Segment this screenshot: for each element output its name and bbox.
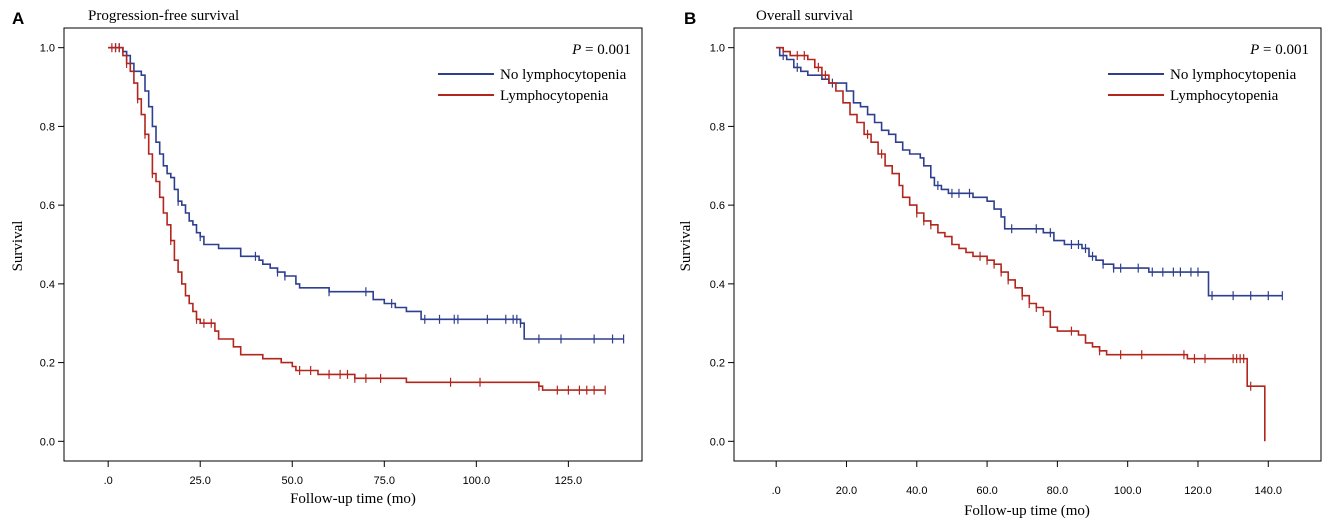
- panel-a-x-axis-label: Follow-up time (mo): [290, 491, 416, 507]
- panel-b-y-tick-label: 1.0: [710, 43, 725, 55]
- panel-a-x-tick-label: 100.0: [463, 475, 491, 487]
- panel-a-y-tick-label: 0.6: [40, 200, 55, 212]
- panel-a-y-tick-label: 0.8: [40, 121, 55, 133]
- panel-b-legend-label-no-lymphocytopenia: No lymphocytopenia: [1170, 67, 1297, 83]
- panel-b-overall-survival: B Overall survival 0.0 0.2 0.4 0.6 0.8 1.0 .0…: [678, 8, 1322, 519]
- panel-b-x-tick-label: 80.0: [1047, 485, 1068, 497]
- panel-b-p-value-symbol: P: [1249, 42, 1259, 58]
- panel-b-y-tick-label: 0.2: [710, 358, 725, 370]
- panel-a-p-value-text: = 0.001: [581, 42, 631, 58]
- panel-a-letter: A: [12, 9, 24, 28]
- panel-b-y-tick-label: 0.8: [710, 121, 725, 133]
- panel-b-p-value: P = 0.001: [1249, 42, 1309, 58]
- panel-a-y-tick-label: 0.0: [40, 436, 55, 448]
- panel-a-x-tick-label: 125.0: [555, 475, 583, 487]
- panel-a-x-tick-label: .0: [104, 475, 113, 487]
- panel-a-p-value: P = 0.001: [571, 42, 631, 58]
- panel-a-x-tick-label: 25.0: [190, 475, 211, 487]
- panel-a-p-value-symbol: P: [571, 42, 581, 58]
- panel-b-x-axis: .0 20.0 40.0 60.0 80.0 100.0 120.0 140.0: [772, 461, 1282, 497]
- panel-a-title: Progression-free survival: [88, 8, 239, 24]
- panel-a-plot-frame: [63, 27, 643, 462]
- panel-a-y-tick-label: 0.4: [40, 279, 55, 291]
- panel-b-y-tick-label: 0.6: [710, 200, 725, 212]
- panel-b-x-tick-label: 20.0: [836, 485, 857, 497]
- panel-b-x-tick-label: 60.0: [976, 485, 997, 497]
- panel-a-legend: No lymphocytopenia Lymphocytopenia: [438, 67, 627, 104]
- panel-a-curve-lymphocytopenia: [108, 46, 606, 391]
- panel-a-x-tick-label: 75.0: [374, 475, 395, 487]
- panel-a-x-axis: .0 25.0 50.0 75.0 100.0 125.0: [104, 461, 583, 487]
- panel-a-y-axis-label: Survival: [10, 221, 26, 272]
- panel-a-y-tick-label: 1.0: [40, 43, 55, 55]
- panel-b-curve-no-lymphocytopenia: [776, 46, 1283, 297]
- panel-b-x-tick-label: 100.0: [1114, 485, 1142, 497]
- panel-b-legend: No lymphocytopenia Lymphocytopenia: [1108, 67, 1297, 104]
- panel-b-title: Overall survival: [756, 8, 853, 24]
- panel-b-curve-lymphocytopenia: [776, 46, 1266, 442]
- panel-a-y-tick-label: 0.2: [40, 358, 55, 370]
- panel-b-letter: B: [684, 9, 696, 28]
- panel-b-y-tick-label: 0.0: [710, 436, 725, 448]
- panel-a-legend-label-lymphocytopenia: Lymphocytopenia: [500, 88, 609, 104]
- panel-b-x-axis-label: Follow-up time (mo): [964, 503, 1090, 519]
- panel-b-plot-frame: [733, 27, 1322, 462]
- panel-b-x-tick-label: .0: [772, 485, 781, 497]
- panel-b-y-axis: 0.0 0.2 0.4 0.6 0.8 1.0: [710, 43, 734, 448]
- panel-a-x-tick-label: 50.0: [282, 475, 303, 487]
- panel-a-series-layer: [108, 43, 625, 395]
- panel-b-y-axis-label: Survival: [678, 221, 694, 272]
- panel-a-y-axis: 0.0 0.2 0.4 0.6 0.8 1.0: [40, 43, 64, 448]
- panel-a-legend-label-no-lymphocytopenia: No lymphocytopenia: [500, 67, 627, 83]
- panel-b-p-value-text: = 0.001: [1259, 42, 1309, 58]
- panel-b-x-tick-label: 140.0: [1255, 485, 1283, 497]
- panel-b-series-layer: [776, 46, 1283, 442]
- panel-b-x-tick-label: 120.0: [1184, 485, 1212, 497]
- panel-a-curve-no-lymphocytopenia: [108, 46, 624, 340]
- panel-a-progression-free-survival: A Progression-free survival 0.0 0.2 0.4 0.6…: [10, 8, 643, 507]
- panel-b-legend-label-lymphocytopenia: Lymphocytopenia: [1170, 88, 1279, 104]
- panel-b-x-tick-label: 40.0: [906, 485, 927, 497]
- panel-b-y-tick-label: 0.4: [710, 279, 725, 291]
